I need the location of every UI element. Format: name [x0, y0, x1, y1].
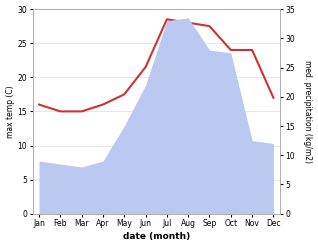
Y-axis label: med. precipitation (kg/m2): med. precipitation (kg/m2)	[303, 60, 313, 163]
Y-axis label: max temp (C): max temp (C)	[5, 85, 15, 138]
X-axis label: date (month): date (month)	[123, 232, 190, 242]
